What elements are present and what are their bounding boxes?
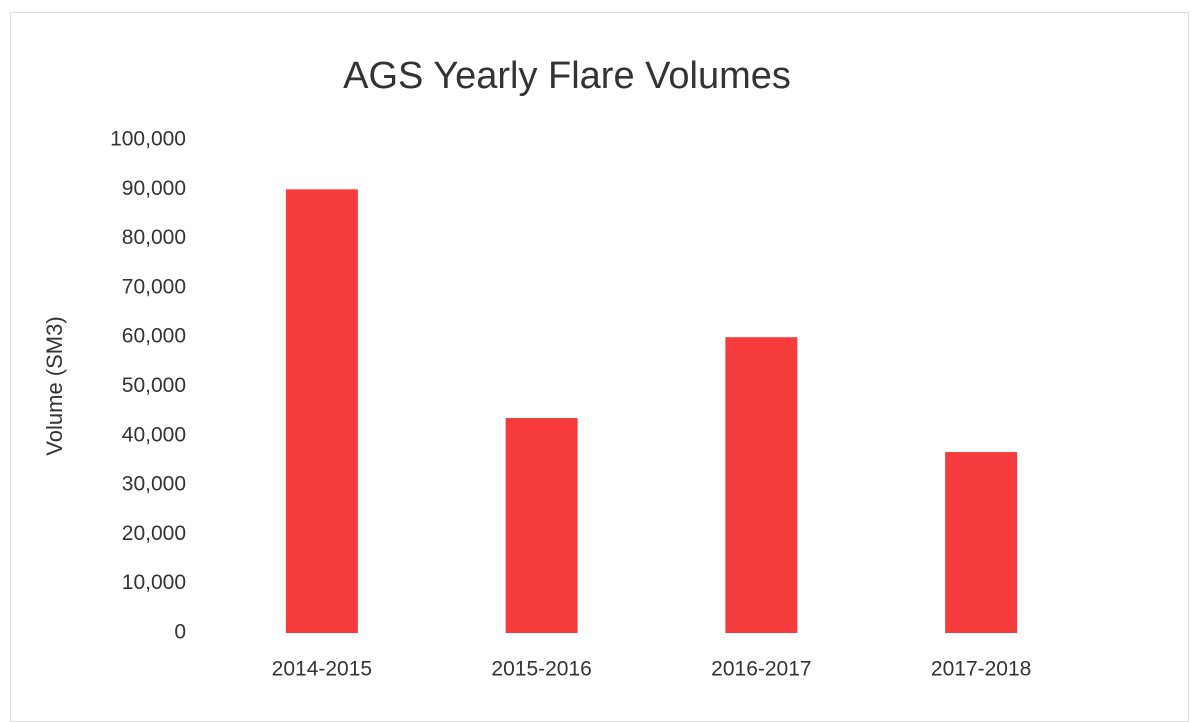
y-tick-label: 40,000 [122,423,186,446]
bar [945,452,1018,633]
y-tick-label: 60,000 [122,325,186,348]
bar [505,418,578,633]
y-tick-label: 80,000 [122,226,186,249]
x-tick-label: 2014-2015 [272,658,372,681]
y-tick-label: 100,000 [110,128,186,151]
y-tick-label: 20,000 [122,522,186,545]
y-tick-label: 10,000 [122,571,186,594]
x-tick-label: 2016-2017 [711,658,811,681]
y-tick-label: 30,000 [122,473,186,496]
y-tick-label: 90,000 [122,177,186,200]
chart-title: AGS Yearly Flare Volumes [343,55,791,97]
y-tick-label: 50,000 [122,374,186,397]
y-axis-label: Volume (SM3) [42,316,67,455]
y-tick-label: 0 [174,621,186,644]
bar [725,337,798,633]
x-tick-label: 2015-2016 [491,658,591,681]
bar [285,189,358,634]
x-tick-label: 2017-2018 [931,658,1031,681]
y-tick-label: 70,000 [122,275,186,298]
